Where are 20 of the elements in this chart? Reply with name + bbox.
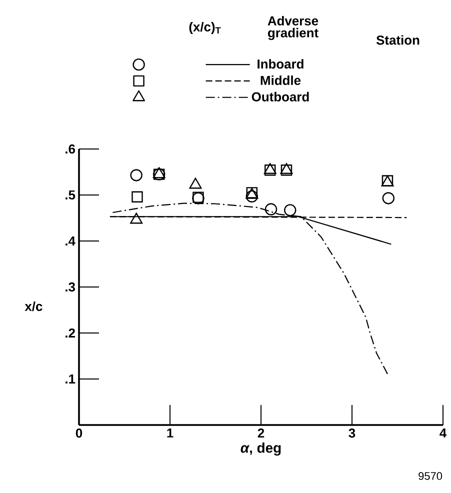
text: Adverse gradient xyxy=(268,16,318,40)
x-tick-label: 3 xyxy=(348,428,356,438)
legend-title: Station xyxy=(376,35,420,45)
y-tick-label: .2 xyxy=(66,328,75,338)
y-tick-label: .1 xyxy=(66,374,76,384)
legend-label: Outboard xyxy=(252,92,309,102)
x-tick-label: 4 xyxy=(440,428,447,438)
text: (x/c)$_{T}$ xyxy=(189,22,221,34)
y-tick-label: .5 xyxy=(66,190,76,200)
legend-label: Inboard xyxy=(258,59,304,69)
y-axis-title: x/c xyxy=(24,301,42,312)
x-tick-label: 0 xyxy=(76,428,82,438)
legend-label: Middle xyxy=(260,75,301,86)
y-tick-label: .4 xyxy=(66,236,76,246)
text: 9570 xyxy=(418,472,442,480)
x-tick-label: 1 xyxy=(167,428,174,438)
y-tick-label: .6 xyxy=(66,144,76,154)
x-axis-title: α, deg xyxy=(240,442,281,456)
y-tick-label: .3 xyxy=(66,282,76,292)
x-tick-label: 2 xyxy=(258,428,264,438)
